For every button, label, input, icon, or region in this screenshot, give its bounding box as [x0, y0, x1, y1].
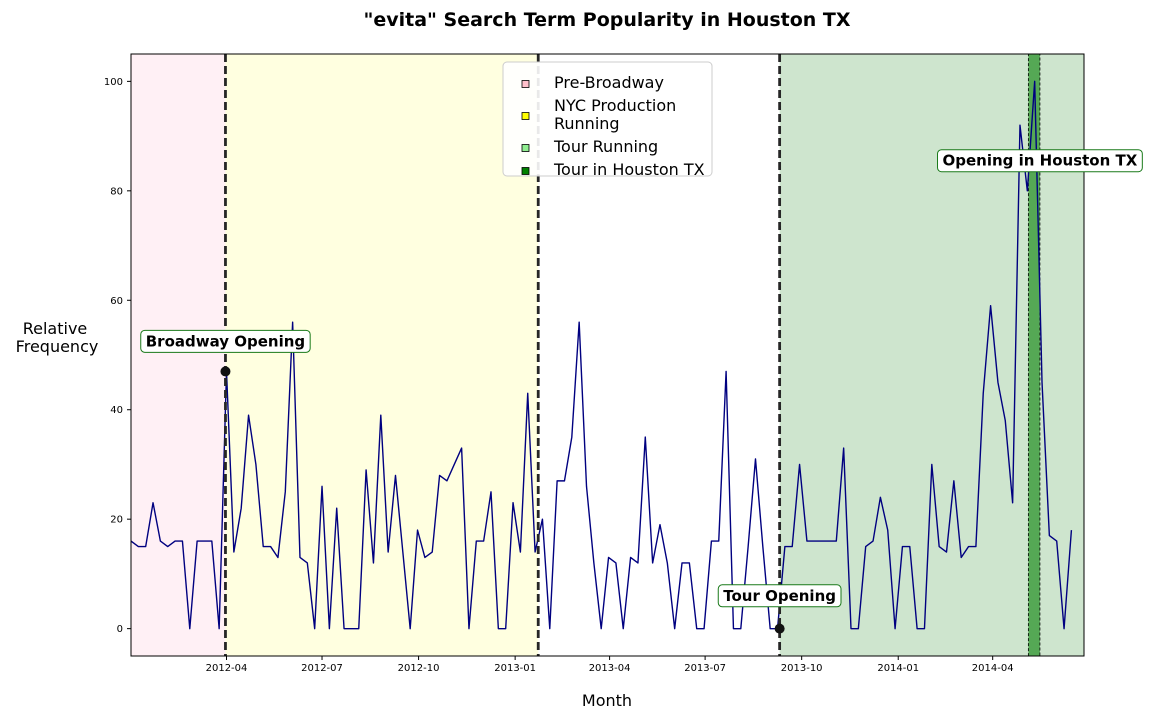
- event-marker: [774, 623, 785, 634]
- legend-label: NYC Production: [554, 96, 676, 115]
- x-tick-label: 2012-10: [398, 663, 440, 674]
- legend-label: Tour in Houston TX: [553, 160, 705, 179]
- annotation-box: [717, 584, 842, 608]
- span-pre-broadway: [131, 54, 226, 656]
- annotation-text: Opening in Houston TX: [943, 152, 1138, 170]
- legend-swatch: [521, 112, 530, 120]
- legend-box: [502, 61, 713, 177]
- y-axis-label-line-2: Frequency: [16, 337, 99, 356]
- annotation: Broadway Opening: [140, 329, 311, 353]
- x-tick-label: 2013-07: [684, 663, 726, 674]
- y-tick-label: 60: [110, 296, 123, 307]
- series-line-0: [130, 80, 1073, 630]
- event-marker: [220, 366, 231, 377]
- x-tick-label: 2014-01: [877, 663, 919, 674]
- y-tick-label: 80: [110, 186, 123, 197]
- x-tick-label: 2012-07: [301, 663, 343, 674]
- x-tick-label: 2013-10: [781, 663, 823, 674]
- annotation-layer: Broadway Opening Tour Opening Opening in H…: [140, 149, 1143, 608]
- legend-label: Running: [554, 114, 620, 133]
- series-layer: [130, 80, 1073, 630]
- legend-label: Pre-Broadway: [554, 73, 664, 92]
- marker-layer: [220, 366, 785, 634]
- chart-title: "evita" Search Term Popularity in Housto…: [363, 9, 850, 31]
- y-tick-label: 40: [110, 405, 123, 416]
- annotation-box: [937, 149, 1143, 173]
- x-tick-label: 2014-04: [972, 663, 1014, 674]
- x-tick-label: 2013-01: [494, 663, 536, 674]
- span-layer: [131, 53, 1084, 657]
- x-tick-label: 2012-04: [206, 663, 248, 674]
- span-nyc-production-running: [225, 54, 539, 656]
- y-tick-label: 100: [104, 77, 123, 88]
- y-axis-label-line-1: Relative: [23, 319, 88, 338]
- y-tick-label: 20: [110, 515, 123, 526]
- x-axis-label: Month: [582, 691, 632, 710]
- annotation: Opening in Houston TX: [937, 149, 1143, 173]
- legend-swatch: [521, 167, 530, 175]
- annotation-text: Tour Opening: [723, 587, 836, 605]
- y-tick-label: 0: [117, 624, 123, 635]
- legend-label: Tour Running: [553, 137, 658, 156]
- legend-swatch: [521, 80, 530, 88]
- x-ticks: 2012-04 2012-07 2012-10 2013-01 2013-04 2013-…: [206, 656, 1014, 674]
- plot-frame: [130, 53, 1085, 657]
- y-ticks: 0 20 40 60 80 100: [104, 77, 131, 635]
- legend-swatch: [521, 144, 530, 152]
- x-tick-label: 2013-04: [589, 663, 631, 674]
- annotation-box: [140, 329, 311, 353]
- annotation-text: Broadway Opening: [146, 332, 305, 350]
- annotation: Tour Opening: [717, 584, 842, 608]
